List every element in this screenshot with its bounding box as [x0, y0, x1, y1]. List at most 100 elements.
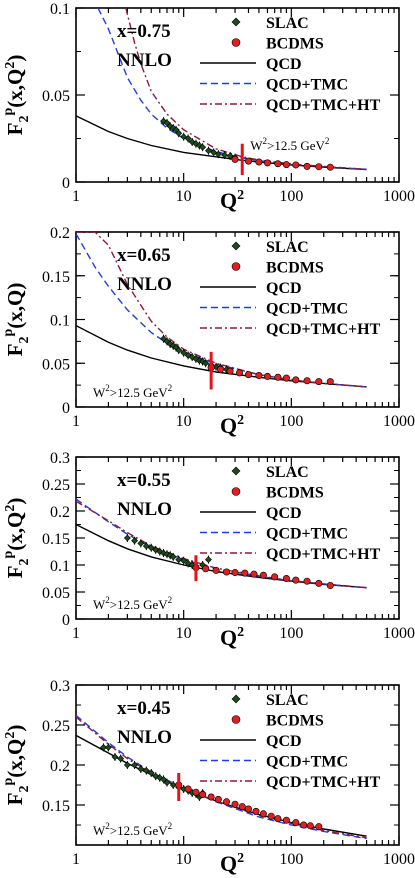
slac-point	[117, 755, 125, 763]
slac-point	[202, 359, 210, 367]
legend-bcdms-marker	[231, 262, 241, 271]
legend-label: QCD+TMC	[266, 77, 348, 94]
w2-cut-label: W2>12.5 GeV2	[93, 383, 172, 400]
legend-label: QCD	[266, 280, 302, 297]
y-tick-label: 0.2	[50, 225, 70, 242]
bcdms-point	[274, 160, 282, 168]
x-tick-label: 10	[176, 413, 192, 430]
slac-point	[147, 769, 155, 777]
legend-bcdms-marker	[231, 715, 241, 724]
bcdms-point	[282, 374, 290, 382]
slac-point	[163, 119, 171, 127]
y-tick-label: 0	[62, 400, 70, 417]
slac-point	[111, 753, 119, 761]
bcdms-point	[303, 377, 311, 385]
slac-point	[156, 774, 164, 782]
bcdms-point	[226, 367, 234, 375]
legend-slac-marker	[231, 241, 241, 251]
bcdms-point	[271, 573, 279, 581]
slac-point	[188, 561, 196, 569]
y-tick-label: 0	[62, 175, 70, 192]
bcdms-point	[263, 372, 271, 380]
x-tick-label: 100	[279, 413, 303, 430]
x-tick-label: 1000	[383, 188, 415, 205]
bcdms-point	[252, 807, 260, 815]
bcdms-point	[282, 816, 290, 824]
bcdms-point	[217, 365, 225, 373]
bcdms-point	[292, 376, 300, 384]
legend-label: QCD+TMC	[266, 754, 348, 771]
y-tick-label: 0.05	[42, 88, 70, 105]
legend-bcdms-marker	[231, 487, 241, 496]
w2-cut-label: W2>12.5 GeV2	[93, 595, 172, 612]
x-axis-label: Q2	[220, 188, 244, 213]
x-tick-label: 1	[72, 851, 80, 868]
slac-point	[131, 537, 139, 545]
bcdms-point	[274, 815, 282, 823]
bcdms-point	[231, 155, 239, 163]
bcdms-point	[192, 788, 200, 796]
legend-label: QCD	[266, 733, 302, 750]
bcdms-point	[326, 163, 334, 171]
chart-panel: 1 10 100 1000 0 0.05 0.1 0.15 0.2 Q2 F2p(x,Q) W2>12…	[1, 225, 415, 438]
legend-label: QCD	[266, 56, 302, 73]
bcdms-point	[259, 810, 267, 818]
slac-point	[199, 143, 207, 151]
bcdms-point	[214, 795, 222, 803]
bcdms-point	[263, 159, 271, 167]
y-tick-label: 0.15	[42, 531, 70, 548]
slac-point	[166, 122, 174, 130]
panel-order-label: NNLO	[117, 50, 172, 71]
x-tick-label: 10	[176, 851, 192, 868]
chart-panel: 1 10 100 1000 0 0.05 0.1 Q2 F2p(x,Q2) W2>12.5 GeV…	[1, 1, 415, 213]
slac-point	[175, 129, 183, 137]
qcd-curve	[76, 115, 367, 171]
bcdms-point	[231, 800, 239, 808]
slac-point	[147, 544, 155, 552]
bcdms-point	[199, 791, 207, 799]
y-tick-label: 0.2	[50, 758, 70, 775]
legend-label: SLAC	[266, 239, 309, 256]
x-tick-label: 1	[72, 413, 80, 430]
bcdms-point	[255, 158, 263, 166]
x-tick-label: 100	[279, 188, 303, 205]
legend-slac-marker	[231, 466, 241, 476]
y-tick-label: 0.1	[50, 558, 70, 575]
chart-panel: 1 10 100 1000 0.15 0.2 0.25 0.3 Q2 F2p(x,Q2) W2>12…	[1, 678, 415, 876]
y-tick-label: 0.3	[50, 450, 70, 467]
panel-order-label: NNLO	[117, 727, 172, 748]
bcdms-point	[223, 568, 231, 576]
x-tick-label: 10	[176, 625, 192, 642]
slac-point	[214, 150, 222, 158]
slac-point	[175, 556, 183, 564]
x-tick-label: 1	[72, 625, 80, 642]
bcdms-point	[326, 582, 334, 590]
panel-order-label: NNLO	[117, 274, 172, 295]
y-axis-label: F2p(x,Q2)	[1, 498, 32, 579]
legend-label: QCD+TMC	[266, 301, 348, 318]
slac-point	[156, 548, 164, 555]
bcdms-point	[292, 819, 300, 827]
slac-point	[175, 346, 183, 354]
slac-point	[123, 761, 131, 769]
legend-label: SLAC	[266, 692, 309, 709]
y-tick-label: 0.05	[42, 356, 70, 373]
slac-point	[226, 152, 234, 160]
bcdms-point	[238, 803, 246, 811]
slac-point	[163, 337, 171, 345]
bcdms-point	[300, 821, 308, 829]
bcdms-point	[223, 798, 231, 806]
slac-point	[180, 557, 188, 565]
slac-point	[160, 117, 167, 125]
qcd-tmc-curve	[76, 498, 367, 589]
slac-point	[192, 355, 200, 363]
slac-point	[166, 340, 174, 348]
slac-point	[123, 534, 131, 542]
legend-label: QCD+TMC+HT	[266, 97, 381, 114]
legend-slac-marker	[231, 694, 241, 704]
bcdms-point	[244, 805, 252, 813]
bcdms-point	[282, 161, 290, 169]
slac-point	[184, 135, 192, 142]
bcdms-point	[303, 577, 311, 585]
